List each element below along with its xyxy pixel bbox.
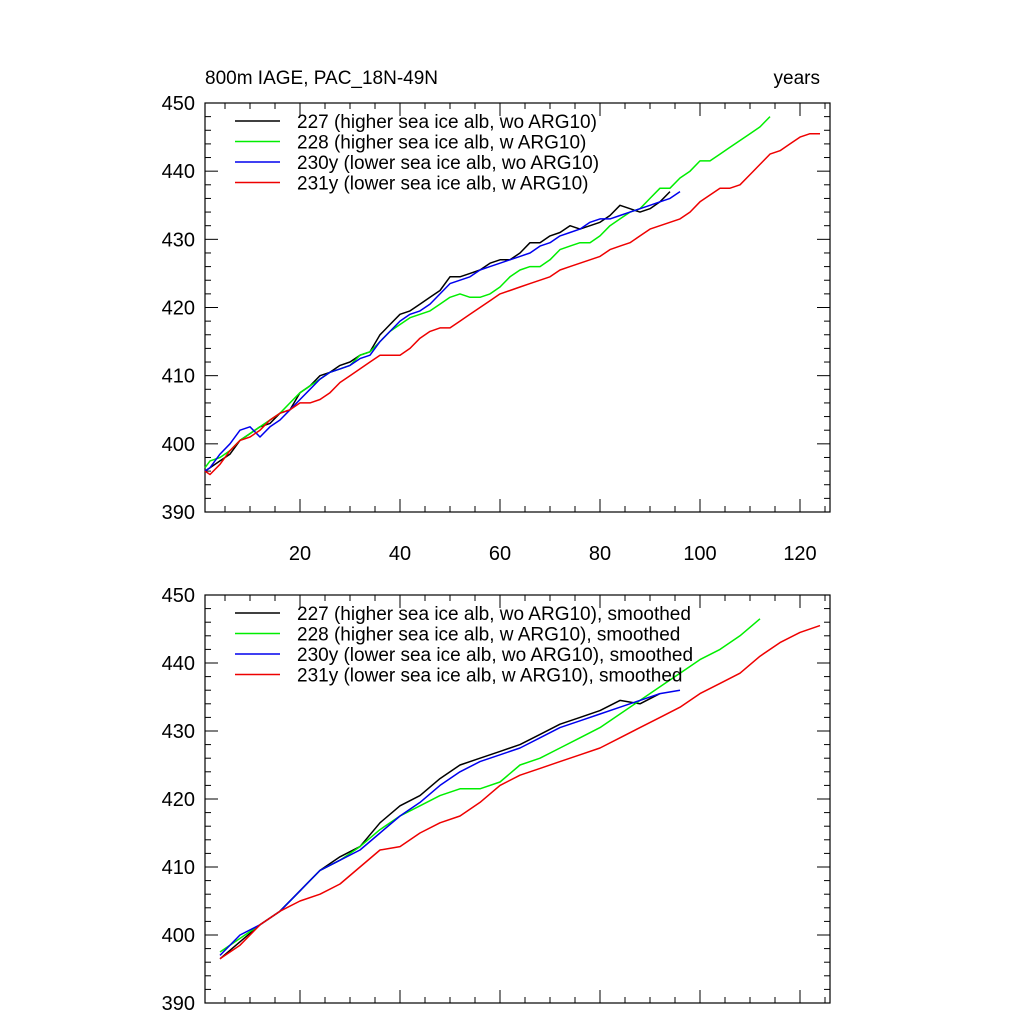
legend-label-4: 231y (lower sea ice alb, w ARG10), smoot… <box>297 666 682 687</box>
chart-panel-2: 390 400 410 420 430 440 450 227 (higher sea ice… <box>162 585 831 1015</box>
chart-title: 800m IAGE, PAC_18N-49N <box>205 68 438 89</box>
y-tick-label: 450 <box>162 93 195 115</box>
series-line-3 <box>219 689 681 956</box>
y-tick-label: 390 <box>162 993 195 1015</box>
y-tick-label: 450 <box>162 585 195 607</box>
y-tick-label: 400 <box>162 434 195 456</box>
x-tick-label: 60 <box>489 543 511 565</box>
y-tick-label: 410 <box>162 366 195 388</box>
series-line-2 <box>204 116 771 469</box>
y-tick-label: 430 <box>162 229 195 251</box>
x-tick-label: 80 <box>589 543 611 565</box>
x-tick-label: 20 <box>289 543 311 565</box>
series-line-1 <box>204 191 671 472</box>
chart-panel-1: 390 400 410 420 430 440 450 20 40 60 80 100 120 800m … <box>162 68 831 565</box>
y-tick-label: 390 <box>162 502 195 524</box>
legend-label-1: 227 (higher sea ice alb, wo ARG10) <box>297 112 597 133</box>
y-tick-label: 440 <box>162 653 195 675</box>
y-tick-label: 420 <box>162 789 195 811</box>
x-tick-label: 100 <box>683 543 716 565</box>
series-line-1 <box>219 692 661 960</box>
y-tick-label: 440 <box>162 161 195 183</box>
legend-label-2: 228 (higher sea ice alb, w ARG10), smoot… <box>297 625 680 646</box>
legend-label-4: 231y (lower sea ice alb, w ARG10) <box>297 174 588 195</box>
series-line-3 <box>204 190 681 472</box>
y-tick-label: 420 <box>162 298 195 320</box>
y-tick-label: 410 <box>162 857 195 879</box>
legend-label-2: 228 (higher sea ice alb, w ARG10) <box>297 133 586 154</box>
legend-label-3: 230y (lower sea ice alb, wo ARG10), smoo… <box>297 645 693 666</box>
legend-label-3: 230y (lower sea ice alb, wo ARG10) <box>297 153 599 174</box>
series-line-4 <box>219 624 821 960</box>
series-line-4 <box>204 132 820 476</box>
y-tick-label: 400 <box>162 925 195 947</box>
x-tick-label: 40 <box>389 543 411 565</box>
legend-label-1: 227 (higher sea ice alb, wo ARG10), smoo… <box>297 604 691 625</box>
x-tick-label: 120 <box>783 543 816 565</box>
y-tick-label: 430 <box>162 721 195 743</box>
chart-title-right: years <box>774 68 820 89</box>
